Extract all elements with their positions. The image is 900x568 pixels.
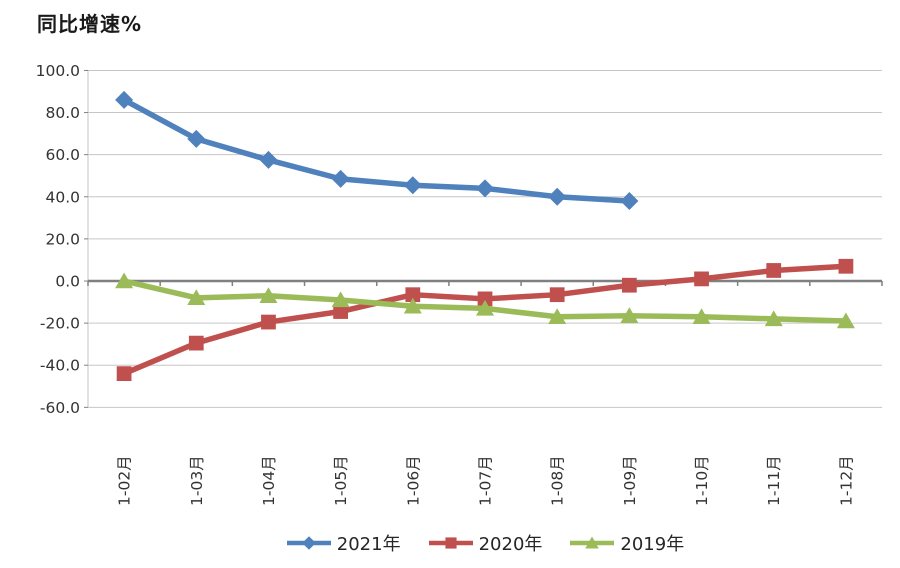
y-axis-tick-label: -60.0 <box>40 399 80 417</box>
data-point-diamond <box>403 176 422 195</box>
data-point-square <box>261 314 276 330</box>
data-point-square <box>477 291 493 307</box>
data-point-diamond <box>620 191 639 210</box>
x-axis-tick-label: 1-05月 <box>332 455 350 506</box>
series-2021年 <box>115 90 639 210</box>
legend-label: 2020年 <box>478 534 543 555</box>
data-point-triangle <box>620 307 639 323</box>
legend-label: 2021年 <box>336 534 401 555</box>
data-point-diamond <box>331 169 350 188</box>
x-axis-tick-label: 1-03月 <box>188 455 206 506</box>
legend-item-2020年: 2020年 <box>428 530 543 556</box>
data-point-diamond <box>115 90 134 109</box>
x-axis-tick-label: 1-11月 <box>765 455 783 506</box>
legend-marker-diamond-icon <box>286 536 331 550</box>
x-axis-tick-label: 1-12月 <box>837 455 855 506</box>
x-axis-tick-label: 1-09月 <box>621 455 639 506</box>
data-point-diamond <box>259 150 278 169</box>
data-point-square <box>445 537 457 549</box>
y-axis-tick-label: 60.0 <box>45 146 80 164</box>
y-axis-tick-label: -40.0 <box>40 357 80 375</box>
chart-title: 同比增速% <box>37 12 143 36</box>
data-point-square <box>405 287 421 303</box>
data-point-diamond <box>187 129 206 148</box>
data-point-triangle <box>476 299 494 316</box>
x-axis-tick-label: 1-06月 <box>404 455 422 506</box>
data-point-triangle <box>187 289 206 306</box>
y-axis-tick-label: 100.0 <box>36 62 80 80</box>
x-axis-tick-label: 1-10月 <box>693 455 711 506</box>
data-point-triangle <box>331 291 350 308</box>
data-point-triangle <box>548 308 567 324</box>
data-point-square <box>333 304 349 319</box>
y-axis-tick-label: -20.0 <box>40 315 80 333</box>
data-point-square <box>766 263 782 278</box>
data-point-diamond <box>476 179 494 198</box>
data-point-triangle <box>764 310 783 327</box>
y-axis-tick-label: 0.0 <box>55 273 80 291</box>
y-axis-tick-label: 20.0 <box>45 230 80 248</box>
series-2020年 <box>116 258 854 382</box>
chart-legend: 2021年 2020年 2019年 <box>70 528 900 558</box>
data-point-square <box>549 287 565 303</box>
data-point-square <box>838 258 854 274</box>
data-point-triangle <box>585 536 600 549</box>
series-line <box>121 97 633 204</box>
y-axis-tick-label: 80.0 <box>45 104 80 122</box>
x-axis-tick-label: 1-04月 <box>260 455 278 506</box>
legend-label: 2019年 <box>620 534 685 555</box>
data-point-square <box>621 277 637 293</box>
data-point-square <box>188 335 204 351</box>
series-2019年 <box>115 272 855 329</box>
data-point-triangle <box>403 297 422 314</box>
data-point-square <box>694 271 709 287</box>
data-point-diamond <box>548 187 567 206</box>
y-axis-tick-label: 40.0 <box>45 188 80 206</box>
x-axis-tick-label: 1-07月 <box>477 455 495 506</box>
legend-item-2019年: 2019年 <box>569 530 684 556</box>
plot-area: 100.0 80.0 60.0 40.0 20.0 0.0 -20.0 -40.0 -60.0 1… <box>36 62 883 506</box>
legend-marker-triangle-icon <box>570 536 615 549</box>
data-point-triangle <box>836 312 855 329</box>
data-point-triangle <box>115 272 134 289</box>
data-point-diamond <box>301 536 316 550</box>
x-axis-tick-label: 1-02月 <box>116 455 134 506</box>
legend-marker-square-icon <box>428 537 473 549</box>
legend-item-2021年: 2021年 <box>286 530 401 556</box>
data-point-triangle <box>259 287 278 303</box>
x-axis-tick-label: 1-08月 <box>549 455 567 506</box>
data-point-triangle <box>692 308 711 324</box>
data-point-square <box>116 366 132 382</box>
